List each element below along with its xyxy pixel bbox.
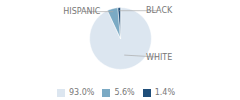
svg-text:HISPANIC: HISPANIC [63,7,101,16]
svg-text:BLACK: BLACK [146,6,173,15]
html-text:5.6%: 5.6% [114,88,135,97]
html-text:1.4%: 1.4% [154,88,175,97]
html-text:93.0%: 93.0% [69,88,95,97]
svg-text:WHITE: WHITE [146,53,172,62]
